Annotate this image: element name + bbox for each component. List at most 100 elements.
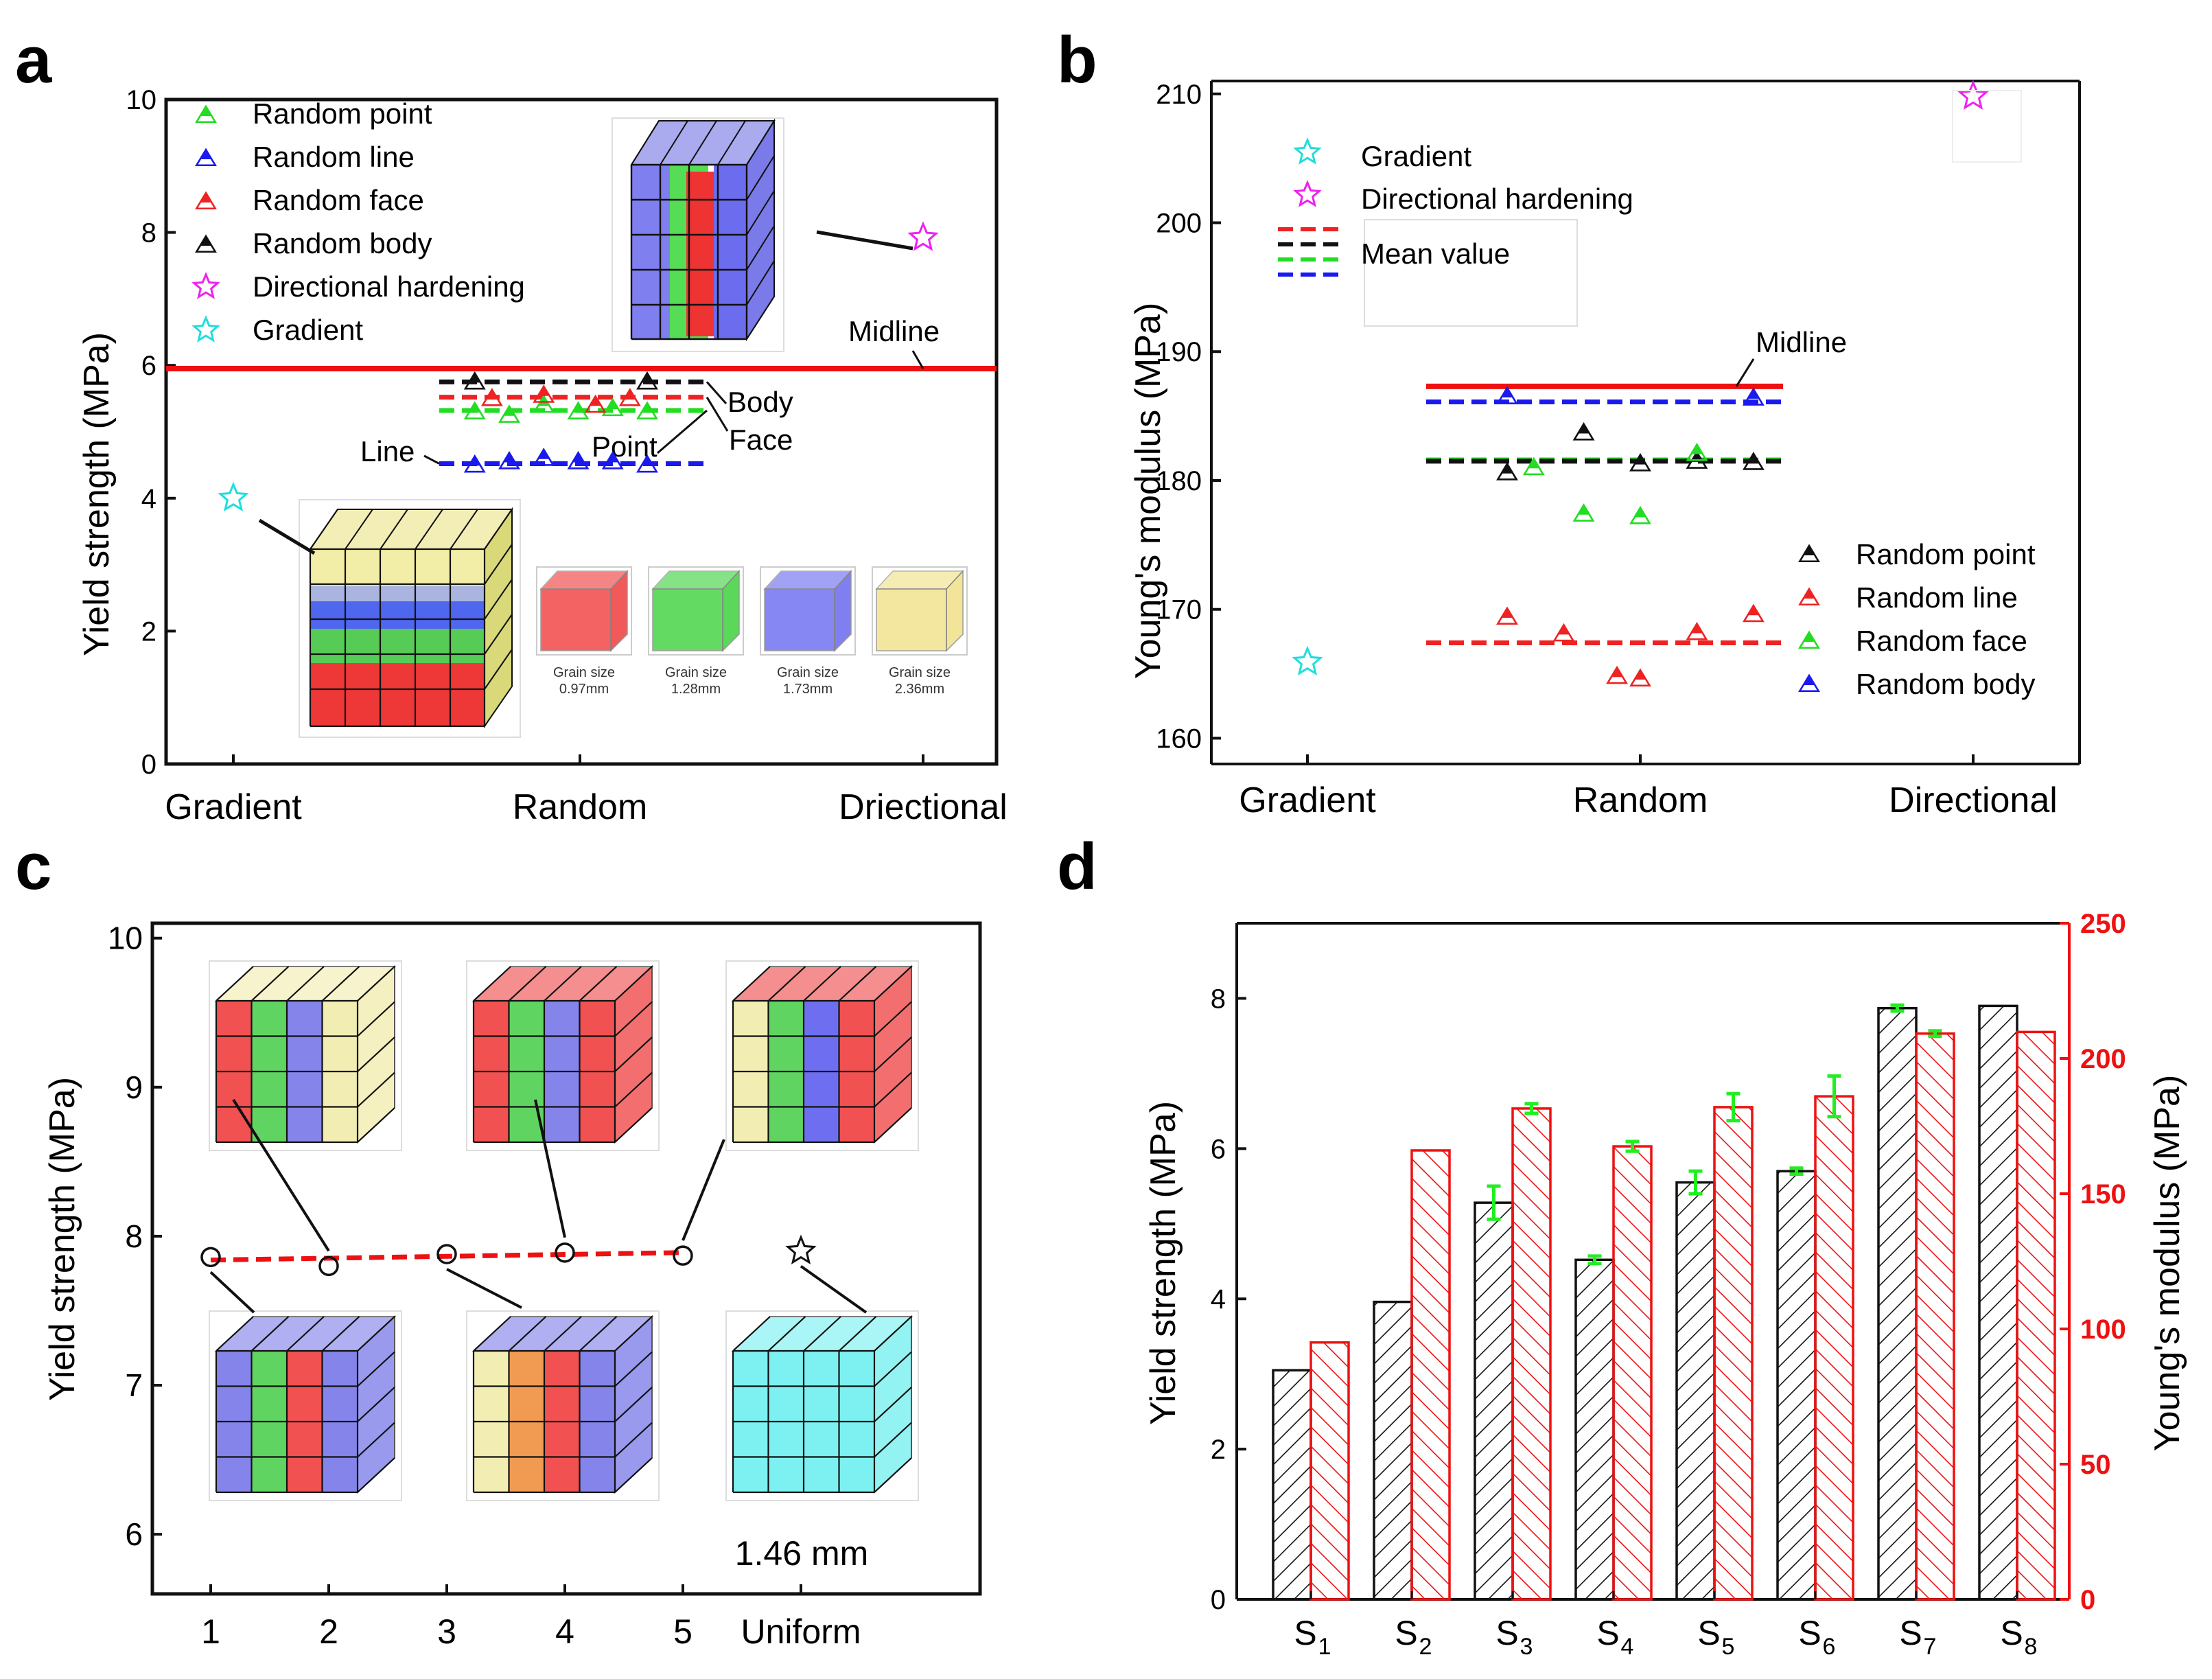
- data-triangle-fill: [1578, 424, 1590, 434]
- legend-marker: [1293, 137, 1322, 165]
- y-tick-label: 8: [125, 1218, 143, 1254]
- data-triangle: [533, 448, 555, 466]
- bar-youngs-modulus: [1814, 1095, 1854, 1601]
- x-tick-label: 5: [673, 1612, 692, 1651]
- y-tick-label: 0: [1211, 1585, 1226, 1615]
- legend-marker: [195, 148, 217, 167]
- x-tick-label: 1: [201, 1612, 220, 1651]
- data-triangle: [1606, 665, 1628, 684]
- legend-marker-fill: [1804, 633, 1815, 642]
- legend-marker: [1798, 544, 1820, 563]
- data-triangle: [1686, 443, 1708, 461]
- x-tick-subscript: 3: [1520, 1634, 1533, 1660]
- data-triangle: [498, 404, 520, 423]
- data-triangle: [533, 384, 555, 403]
- legend-label: Mean value: [1361, 238, 1510, 270]
- x-tick-label: S: [1798, 1614, 1821, 1652]
- cube-grid: [215, 1316, 395, 1494]
- y-tick-label: 7: [125, 1367, 143, 1403]
- data-triangle: [601, 397, 624, 417]
- error-bar: [1487, 1184, 1501, 1221]
- legend-label: Directional hardening: [1361, 183, 1633, 215]
- data-triangle-fill: [1502, 388, 1513, 397]
- data-triangle-fill: [572, 453, 584, 463]
- data-triangle-fill: [624, 390, 636, 400]
- grain-cube-front: [652, 588, 723, 651]
- mean-line-label: Face: [729, 424, 793, 456]
- x-tick-label: S: [1899, 1614, 1922, 1652]
- x-tick-label: 2: [319, 1612, 338, 1651]
- legend-label: Random body: [253, 227, 432, 259]
- legend-box: [1364, 219, 1578, 327]
- x-tick-subscript: 8: [2025, 1634, 2038, 1660]
- x-tick-label: S: [1596, 1614, 1619, 1652]
- legend-label: Directional hardening: [253, 270, 525, 303]
- cube-leader: [232, 1098, 330, 1252]
- y-tick-label: 2: [1211, 1435, 1226, 1465]
- data-triangle-fill: [1502, 608, 1513, 618]
- y-tick-label: 6: [125, 1516, 143, 1552]
- y-tick-label-right: 200: [2080, 1044, 2126, 1074]
- data-point: [555, 1242, 575, 1263]
- x-tick-label: Gradient: [165, 787, 302, 827]
- data-triangle: [463, 454, 486, 473]
- data-triangle-fill: [1635, 455, 1646, 465]
- y-tick-label: 9: [125, 1069, 143, 1105]
- legend-marker: [195, 104, 217, 124]
- y-tick-label: 160: [1156, 723, 1202, 754]
- midline-leader: [911, 350, 924, 369]
- x-tick-label: S: [2000, 1614, 2023, 1652]
- data-point: [436, 1244, 457, 1264]
- x-tick-subscript: 4: [1621, 1634, 1634, 1660]
- data-triangle: [636, 371, 658, 390]
- error-bar: [1587, 1254, 1602, 1266]
- legend-marker-fill: [200, 150, 211, 159]
- y-tick-label-right: 250: [2080, 909, 2126, 939]
- data-point: [318, 1255, 339, 1277]
- x-tick-label: 3: [437, 1612, 456, 1651]
- panel-c: c 6 7 8 9 10 1 2 3 4 5 Uniform Yield strength (MPa…: [15, 830, 982, 1651]
- x-tick-subscript: 5: [1722, 1634, 1735, 1660]
- data-triangle-fill: [1528, 459, 1539, 469]
- data-triangle: [567, 451, 590, 470]
- data-triangle-fill: [504, 406, 515, 416]
- cube-leader: [446, 1268, 522, 1309]
- grain-cube-front: [876, 588, 947, 651]
- cube-leader: [682, 1139, 725, 1241]
- midline-label: Midline: [1756, 326, 1847, 358]
- grain-label: Grain size: [777, 665, 839, 680]
- bar-yield-strength: [1675, 1181, 1716, 1601]
- grain-size: 1.73mm: [783, 682, 833, 697]
- cube-leader: [534, 1099, 566, 1238]
- panel-letter-a: a: [15, 23, 52, 97]
- cube-grid: [732, 1316, 912, 1494]
- error-bar: [1524, 1102, 1539, 1115]
- data-triangle: [1496, 462, 1518, 480]
- x-tick-label: 4: [555, 1612, 574, 1651]
- uniform-grain-size-label: 1.46 mm: [735, 1534, 869, 1573]
- data-star: [907, 221, 939, 251]
- x-tick-label: Driectional: [839, 787, 1008, 827]
- data-triangle: [1629, 453, 1651, 472]
- data-triangle-fill: [469, 373, 480, 383]
- data-triangle-fill: [1747, 606, 1759, 616]
- data-triangle: [1742, 603, 1765, 623]
- y-tick-label: 8: [141, 218, 156, 248]
- data-triangle: [584, 394, 607, 413]
- x-tick-subscript: 6: [1823, 1634, 1836, 1660]
- cube-leader: [209, 1271, 255, 1314]
- data-triangle-fill: [1558, 625, 1570, 635]
- bar-youngs-modulus: [1309, 1341, 1350, 1601]
- legend-marker-fill: [200, 107, 211, 116]
- data-triangle-fill: [590, 397, 601, 406]
- data-triangle: [463, 401, 486, 420]
- y-tick-label-right: 100: [2080, 1315, 2126, 1345]
- legend-marker-fill: [200, 237, 211, 246]
- cube-leader: [800, 1265, 868, 1314]
- x-tick-label: Random: [1573, 780, 1708, 820]
- y-axis-label: Yield strength (MPa): [43, 1077, 82, 1401]
- uniform-star: [785, 1234, 817, 1264]
- data-triangle-fill: [1635, 508, 1646, 518]
- legend-marker: [1798, 673, 1820, 693]
- grain-label: Grain size: [553, 665, 615, 680]
